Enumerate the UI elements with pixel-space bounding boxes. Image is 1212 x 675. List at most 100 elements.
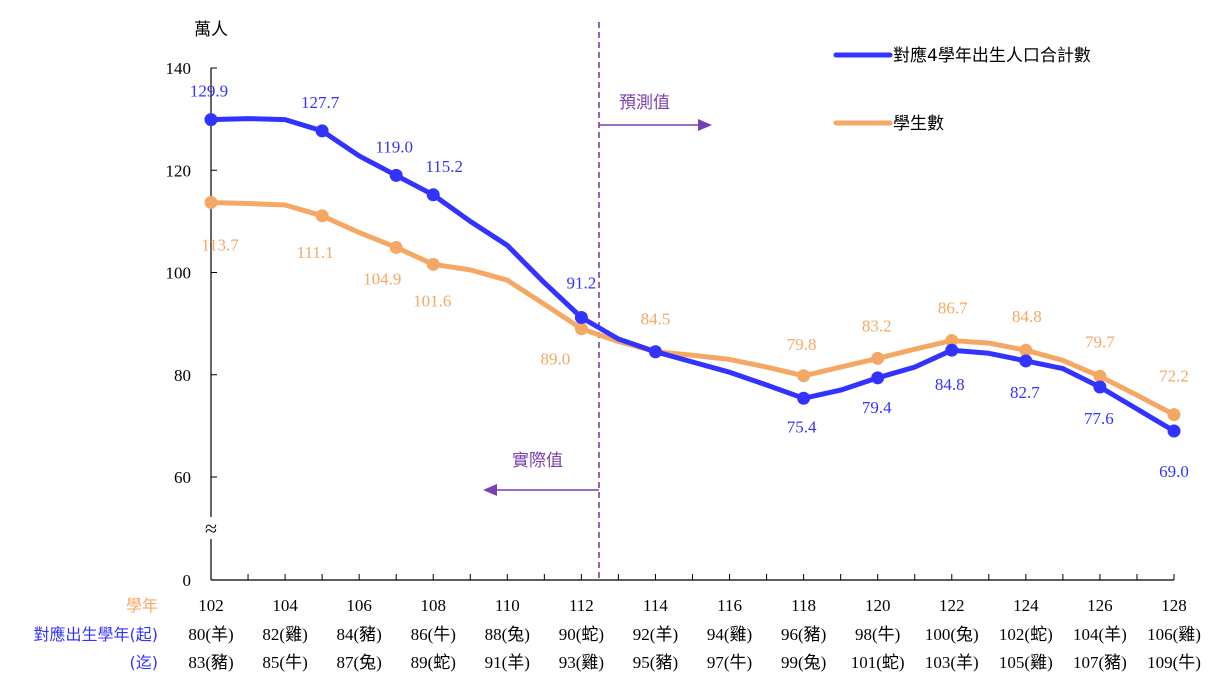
birth-year-start: 106(雞) <box>1147 625 1201 644</box>
birth-year-start: 100(兔) <box>925 625 979 644</box>
data-label-1: 79.8 <box>787 335 817 354</box>
y-axis-unit-label: 萬人 <box>194 20 228 40</box>
y-tick-label: 100 <box>166 264 192 283</box>
birth-year-start: 98(牛) <box>855 625 900 644</box>
birth-year-start: 90(蛇) <box>559 625 604 644</box>
axis-break-gap <box>205 517 217 539</box>
x-tick-label: 112 <box>569 596 594 615</box>
x-tick-label: 118 <box>791 596 816 615</box>
data-point-1 <box>1167 408 1181 422</box>
birth-year-end: 107(豬) <box>1073 653 1127 672</box>
data-point-0 <box>574 310 588 324</box>
birth-year-start: 94(雞) <box>707 625 752 644</box>
x-tick-label: 104 <box>272 596 298 615</box>
data-point-0 <box>426 188 440 202</box>
x-tick-label: 102 <box>198 596 224 615</box>
birth-year-end: 93(雞) <box>559 653 604 672</box>
forecast-label: 預測值 <box>619 93 670 113</box>
x-tick-label: 110 <box>495 596 520 615</box>
table-row-label: 對應出生學年(起) <box>34 625 159 644</box>
table-row-label: (迄) <box>130 653 159 672</box>
x-tick-label: 114 <box>643 596 668 615</box>
table-row-label: 學年 <box>126 596 158 615</box>
data-point-0 <box>1093 380 1107 394</box>
data-label-1: 113.7 <box>201 235 239 254</box>
legend-label-1: 學生數 <box>893 114 944 134</box>
data-point-1 <box>389 240 403 254</box>
data-point-1 <box>1019 343 1033 357</box>
x-tick-label: 124 <box>1013 596 1039 615</box>
data-label-0: 82.7 <box>1010 383 1040 402</box>
series-group <box>204 113 1181 438</box>
data-point-1 <box>797 369 811 383</box>
birth-year-start: 82(雞) <box>262 625 307 644</box>
x-tick-label: 122 <box>939 596 965 615</box>
axes: 0 60 80 100 120 140 ≈ 萬人 <box>166 20 1175 590</box>
data-label-0: 119.0 <box>375 137 413 156</box>
birth-year-start: 80(羊) <box>188 625 233 644</box>
y-tick-label: 120 <box>166 161 192 180</box>
data-label-1: 72.2 <box>1159 367 1189 386</box>
data-label-0: 84.8 <box>935 375 965 394</box>
x-tick-label: 126 <box>1087 596 1113 615</box>
data-point-0 <box>1019 354 1033 368</box>
data-point-1 <box>871 351 885 365</box>
data-label-0: 79.4 <box>862 398 892 417</box>
data-point-1 <box>945 333 959 347</box>
birth-year-end: 83(豬) <box>188 653 233 672</box>
birth-year-start: 84(豬) <box>336 625 381 644</box>
data-point-1 <box>204 195 218 209</box>
data-point-1 <box>574 322 588 336</box>
birth-year-end: 109(牛) <box>1147 653 1201 672</box>
x-tick-label: 116 <box>717 596 742 615</box>
series-line-1 <box>208 200 1177 418</box>
birth-year-end: 87(兔) <box>336 653 381 672</box>
data-point-1 <box>315 209 329 223</box>
birth-year-start: 86(牛) <box>411 625 456 644</box>
birth-year-end: 101(蛇) <box>851 653 905 672</box>
birth-year-end: 91(羊) <box>485 653 530 672</box>
data-label-0: 69.0 <box>1159 462 1189 481</box>
birth-year-end: 105(雞) <box>999 653 1053 672</box>
data-label-1: 104.9 <box>363 269 401 288</box>
data-point-0 <box>797 391 811 405</box>
y-tick-label: 60 <box>174 468 191 487</box>
data-point-0 <box>315 124 329 138</box>
data-label-1: 86.7 <box>938 298 968 317</box>
data-label-0: 127.7 <box>301 93 340 112</box>
birth-year-start: 88(兔) <box>485 625 530 644</box>
data-label-1: 83.2 <box>862 316 892 335</box>
data-point-0 <box>871 371 885 385</box>
data-point-0 <box>648 345 662 359</box>
data-label-1: 84.8 <box>1012 307 1042 326</box>
birth-year-start: 96(豬) <box>781 625 826 644</box>
actual-arrow-head <box>483 484 497 496</box>
series-line-0 <box>208 116 1177 434</box>
data-label-1: 79.7 <box>1085 332 1115 351</box>
data-label-0: 91.2 <box>567 273 597 292</box>
data-label-1: 84.5 <box>641 310 671 329</box>
birth-year-end: 103(羊) <box>925 653 979 672</box>
birth-year-end: 95(豬) <box>633 653 678 672</box>
birth-year-start: 104(羊) <box>1073 625 1127 644</box>
data-label-0: 77.6 <box>1084 409 1114 428</box>
y-tick-label: 140 <box>166 59 192 78</box>
x-tick-label: 128 <box>1161 596 1187 615</box>
data-labels: 129.9 127.7 119.0 115.2 91.2 75.4 79.4 84.8 82.7… <box>190 82 1189 481</box>
data-label-1: 89.0 <box>541 350 571 369</box>
birth-year-start: 92(羊) <box>633 625 678 644</box>
actual-label: 實際值 <box>512 451 563 471</box>
x-tick-label: 106 <box>346 596 372 615</box>
birth-year-start: 102(蛇) <box>999 625 1053 644</box>
axis-break-symbol: ≈ <box>205 516 217 541</box>
birth-year-end: 99(兔) <box>781 653 826 672</box>
data-point-1 <box>426 257 440 271</box>
forecast-arrow-head <box>698 119 712 131</box>
data-point-1 <box>1093 369 1107 383</box>
birth-year-end: 97(牛) <box>707 653 752 672</box>
birth-year-end: 85(牛) <box>262 653 307 672</box>
data-point-0 <box>1167 424 1181 438</box>
